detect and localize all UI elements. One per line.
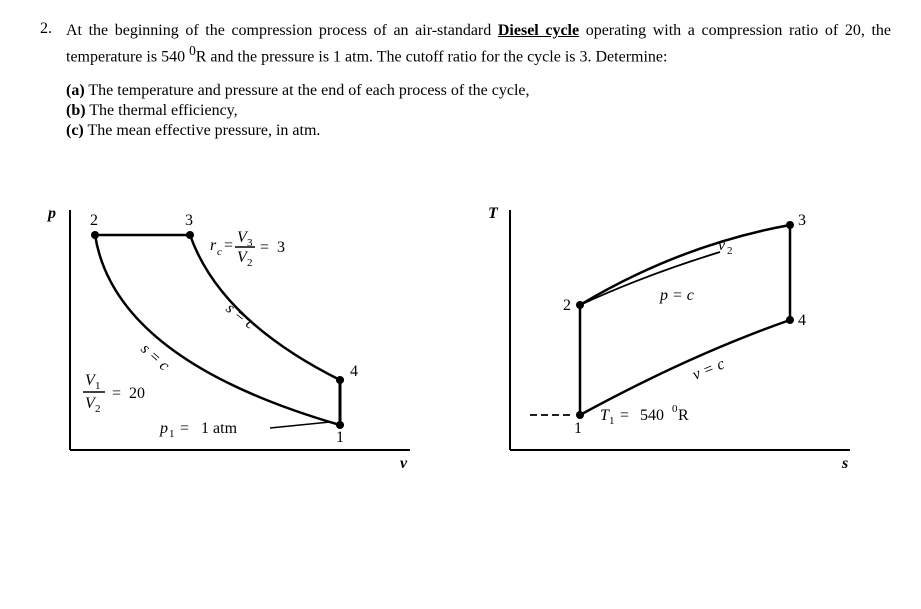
rc-v2sub: 2 xyxy=(247,257,253,269)
pv-s-c-upper: s = c xyxy=(223,299,259,332)
t1-r: R xyxy=(678,407,689,424)
t1-sub: 1 xyxy=(609,415,615,427)
pv-y-axis-label: p xyxy=(46,205,56,222)
part-a-text: The temperature and pressure at the end … xyxy=(85,82,530,99)
v2-curve-lbl: v xyxy=(718,237,726,254)
ts-v-c: v = c xyxy=(690,355,727,383)
pv-pt1: 1 xyxy=(336,429,344,446)
rc-r: r xyxy=(210,237,217,254)
ts-diagram: T s 2 3 4 1 v 2 p = c v = c T 1 = 540 0 xyxy=(470,190,870,470)
intro-text: At the beginning of the compression proc… xyxy=(66,20,891,68)
p1-sub: 1 xyxy=(169,428,175,440)
problem-number: 2. xyxy=(30,20,52,160)
ts-p-c: p = c xyxy=(659,287,694,304)
intro-rest: R and the pressure is 1 atm. The cutoff … xyxy=(196,48,668,65)
intro-pre: At the beginning of the compression proc… xyxy=(66,22,498,39)
ts-pt4: 4 xyxy=(798,312,806,329)
part-b: (b) The thermal efficiency, xyxy=(66,102,891,120)
t1-val: 540 xyxy=(640,407,664,424)
rc-sub: c xyxy=(217,246,222,258)
problem-body: At the beginning of the compression proc… xyxy=(66,20,891,160)
parts-list: (a) The temperature and pressure at the … xyxy=(66,82,891,140)
part-c: (c) The mean effective pressure, in atm. xyxy=(66,122,891,140)
pv-pt2: 2 xyxy=(90,212,98,229)
rc-eq1: = xyxy=(224,237,233,254)
rc-val: = 3 xyxy=(260,239,285,256)
ts-x-axis-label: s xyxy=(841,455,848,470)
pv-diagram: p v 2 3 4 1 r c = V 3 V 2 = 3 xyxy=(30,190,430,470)
part-a: (a) The temperature and pressure at the … xyxy=(66,82,891,100)
part-c-text: The mean effective pressure, in atm. xyxy=(84,122,321,139)
part-c-label: (c) xyxy=(66,122,84,139)
ts-pt1: 1 xyxy=(574,420,582,437)
p1-lbl: p xyxy=(159,420,168,437)
pv-x-axis-label: v xyxy=(400,455,408,470)
diagrams-row: p v 2 3 4 1 r c = V 3 V 2 = 3 xyxy=(30,190,891,470)
diesel-cycle-term: Diesel cycle xyxy=(498,22,579,39)
v2-curve-sub: 2 xyxy=(727,245,733,257)
part-a-label: (a) xyxy=(66,82,85,99)
part-b-text: The thermal efficiency, xyxy=(86,102,238,119)
pv-pt3: 3 xyxy=(185,212,193,229)
v2-sub: 2 xyxy=(95,403,101,415)
ts-y-axis-label: T xyxy=(488,205,499,222)
p1-val: = 1 atm xyxy=(180,420,238,437)
ratio-val: = 20 xyxy=(112,385,145,402)
pv-pt4: 4 xyxy=(350,363,358,380)
part-b-label: (b) xyxy=(66,102,86,119)
ts-pt2: 2 xyxy=(563,297,571,314)
v1-sub: 1 xyxy=(95,380,101,392)
ts-pt3: 3 xyxy=(798,212,806,229)
t1-eq: = xyxy=(620,407,629,424)
degree-sup: 0 xyxy=(189,43,196,58)
